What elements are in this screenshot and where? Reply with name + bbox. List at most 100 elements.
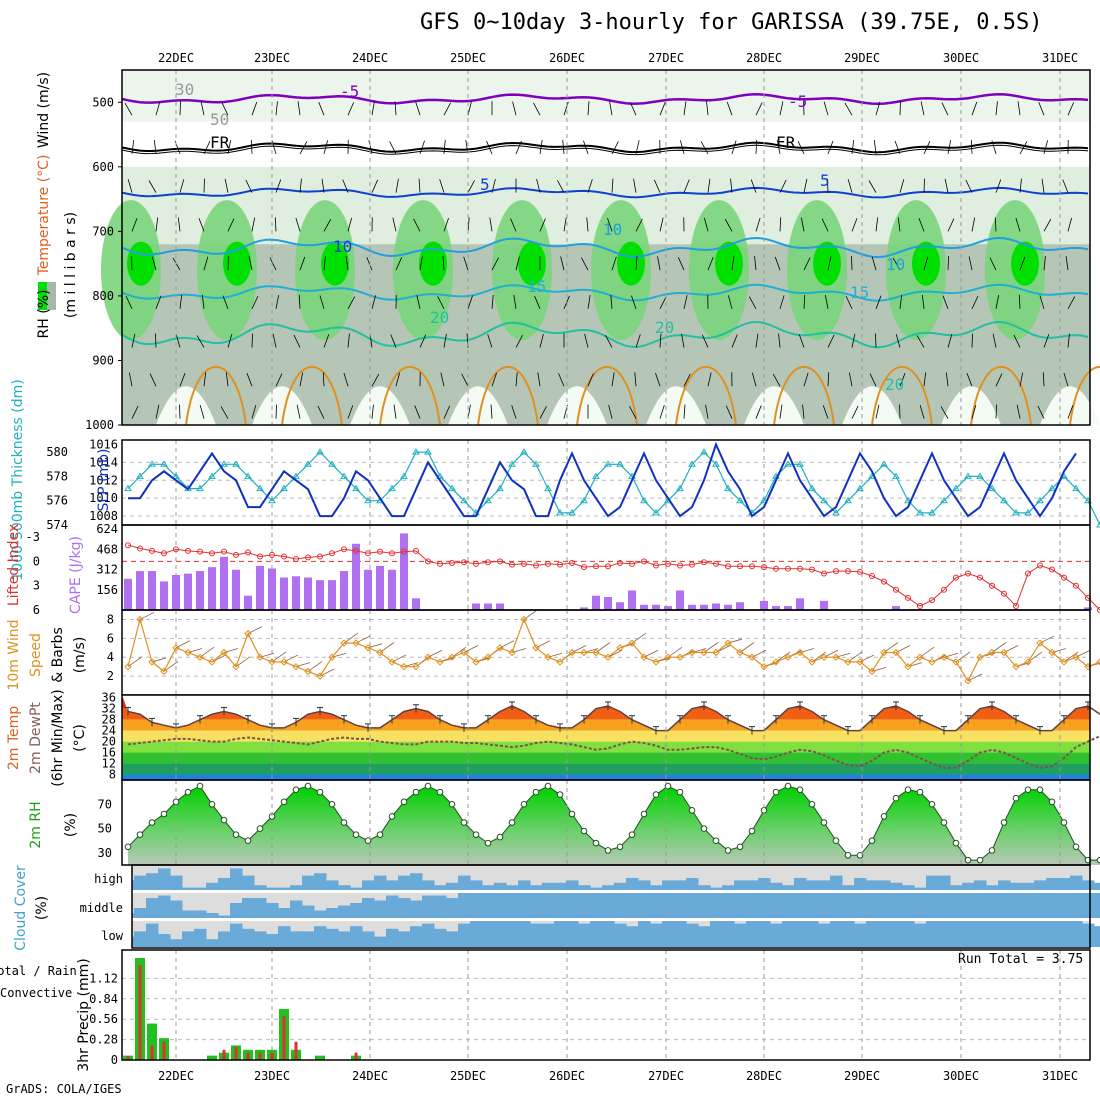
top-day-label-1: 23DEC [254,51,290,65]
wind-barb [847,651,863,663]
cloud-bar [158,868,171,890]
wind-point [568,648,576,657]
thickness-point [784,460,792,467]
cloud-bar [218,931,231,947]
dry-dome-4 [547,386,607,425]
wind-barb [163,661,179,672]
li-point [569,560,575,567]
thk-tick-3: 574 [46,518,68,532]
cloud-bar [998,880,1011,890]
contour-label-7: 10 [603,220,622,239]
cape-bar [160,581,168,610]
cloud-bar [494,921,507,947]
wind-barb [739,642,755,653]
cloud-bar [962,893,975,918]
rh-point [880,813,888,820]
wind-point [856,658,864,666]
barb-upper [510,218,517,232]
rh-point [520,800,528,808]
level-label-4: 900 [92,353,114,367]
li-tick-3: 6 [33,603,40,617]
cape-bar [640,604,648,610]
cloud-bar [506,921,519,947]
barb-upper [347,217,353,232]
cloud-bar [938,893,951,918]
bottom-day-label-2: 24DEC [352,1069,388,1083]
wind-point [292,662,300,671]
wind-tick-0: 8 [107,612,114,626]
wind-point [1072,653,1080,661]
barb-upper [803,372,809,387]
thickness-point [172,472,180,479]
rh-point [844,851,852,859]
li-point [713,560,719,567]
cape-bar [820,600,828,610]
barb-upper [923,372,927,387]
rh-point [160,810,168,818]
rh-point [736,843,744,851]
cloud-bar [482,921,495,947]
label-10m-wind: 10m Wind [6,619,22,690]
wind-point [880,648,888,657]
barb-upper [203,256,209,271]
cape-bar [136,571,144,610]
li-point [545,560,551,567]
slp-tick-0: 1016 [89,437,118,451]
barb-upper [895,333,901,348]
dry-dome-6 [744,386,804,425]
cape-bar [124,578,132,610]
barb-upper [368,140,373,154]
barb-upper [707,372,712,387]
cloud-bar [638,880,651,890]
li-line [127,544,1100,611]
thickness-line [127,451,1100,526]
upper-frame [121,69,1091,426]
barb-upper [731,334,738,348]
thickness-point [580,496,588,504]
barb-upper [899,179,905,193]
wind-point [580,648,588,657]
wind-point [976,653,984,661]
cloud-frame [131,864,1091,949]
cloud-bar [602,921,615,947]
temp-tick-1: 32 [102,702,116,716]
barb-upper [798,334,805,348]
cloud-bar [734,880,747,890]
precip-panel: 1.12 0.84 0.56 0.28 0 Total / Rain Convective 3… [0,949,1091,1072]
barb-upper [779,295,785,309]
barb-upper [393,404,397,419]
rh-core-9 [1011,241,1039,286]
thickness-point [916,508,924,516]
rh-core-1 [223,241,251,286]
isotherm-25-7 [871,366,933,426]
rh-point [448,800,456,808]
cloud-bar [998,893,1011,918]
run-total: Run Total = 3.75 [958,952,1084,967]
cloud-bar [566,921,579,947]
barb-upper [1043,218,1052,232]
wind-point [628,639,636,647]
cape-bar [196,571,204,610]
wind-point [784,653,792,661]
li-point [953,574,959,581]
rh-point [832,837,840,845]
rh-point [676,788,684,796]
thickness-point [136,472,144,479]
wind-point [556,658,564,666]
li-tick-0: -3 [26,530,40,544]
barb-upper [275,101,278,116]
cloud-bar [1082,923,1095,947]
barb-upper [1019,178,1022,193]
cape-bar [256,565,264,610]
li-point [533,562,539,569]
rh-point [256,825,264,832]
barb-upper [750,179,757,193]
cloud-bar [926,875,939,890]
wind-point [436,658,444,666]
barb-upper [419,334,427,348]
barb-upper [221,102,229,116]
isotherm-25-3 [477,366,539,426]
cape-li-panel: 624 468 312 156 -3 0 3 6 CAPE (J/kg) Lifted Index [6,522,1100,617]
wind-point [352,639,360,647]
barb-upper [802,404,805,419]
